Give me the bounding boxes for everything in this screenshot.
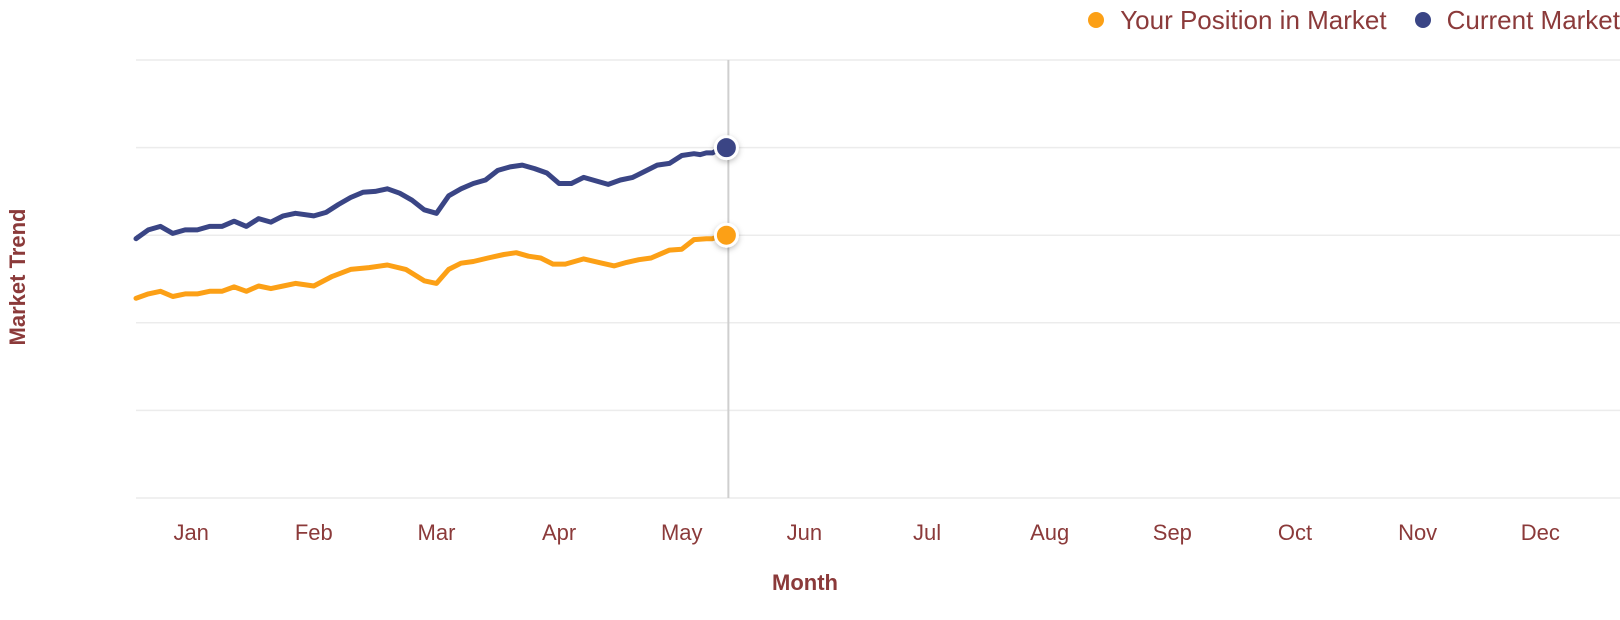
- y-axis-title: Market Trend: [5, 209, 30, 346]
- x-tick-label: Apr: [542, 520, 576, 545]
- series-lines: [133, 145, 725, 301]
- x-axis-ticks: Jan Feb Mar Apr May Jun Jul Aug Sep Oct Nov Dec: [173, 520, 1559, 545]
- legend-item-current-market[interactable]: Current Market: [1414, 4, 1620, 36]
- x-tick-label: Oct: [1278, 520, 1312, 545]
- x-tick-label: Jun: [787, 520, 822, 545]
- legend-marker-icon: [1414, 12, 1431, 28]
- x-tick-label: Aug: [1030, 520, 1069, 545]
- series-end-point[interactable]: [713, 135, 739, 161]
- x-tick-label: Feb: [295, 520, 333, 545]
- series-end-point[interactable]: [713, 222, 739, 248]
- series-line-1: [133, 145, 725, 242]
- chart-legend: Your Position in Market Current Market: [1060, 4, 1620, 36]
- x-tick-label: Mar: [418, 520, 456, 545]
- legend-item-your-position[interactable]: Your Position in Market: [1088, 4, 1387, 36]
- x-axis-title: Month: [772, 570, 838, 595]
- x-tick-label: Jul: [913, 520, 941, 545]
- legend-marker-icon: [1088, 12, 1105, 28]
- x-tick-label: Jan: [173, 520, 208, 545]
- x-tick-label: Dec: [1521, 520, 1560, 545]
- series-line-0: [133, 232, 725, 301]
- x-tick-label: May: [661, 520, 703, 545]
- legend-label: Current Market: [1446, 5, 1620, 35]
- legend-label: Your Position in Market: [1120, 5, 1387, 35]
- grid-lines: [136, 59, 1620, 499]
- x-tick-label: Sep: [1153, 520, 1192, 545]
- x-tick-label: Nov: [1398, 520, 1437, 545]
- series-end-markers: [713, 135, 739, 248]
